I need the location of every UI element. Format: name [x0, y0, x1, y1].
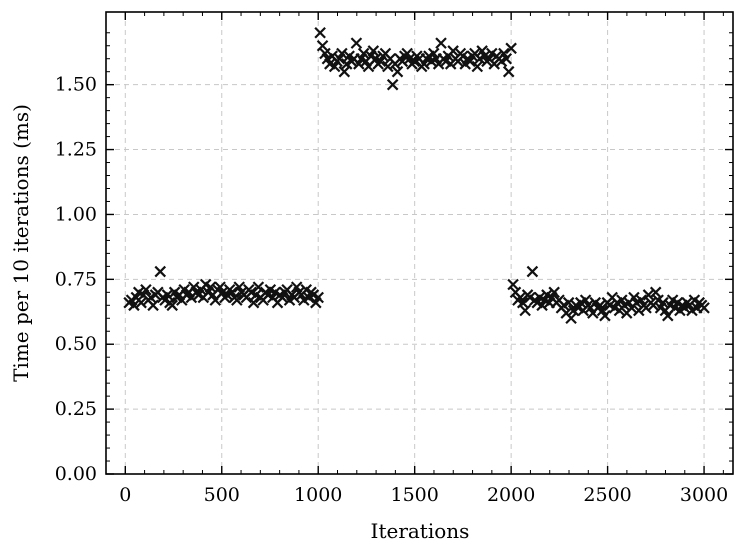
data-point [599, 309, 611, 322]
data-point [252, 281, 265, 293]
data-point [166, 299, 179, 312]
data-point [154, 265, 167, 278]
data-point [505, 42, 517, 55]
data-point [336, 47, 348, 60]
x-tick-label: 1000 [294, 484, 342, 506]
data-point [516, 296, 529, 309]
x-axis-label: Iterations [371, 519, 470, 543]
data-point [500, 52, 513, 65]
data-point [135, 296, 147, 309]
y-tick-label: 1.25 [55, 139, 97, 161]
data-point [367, 45, 380, 57]
plot-frame [105, 11, 734, 475]
data-point [204, 281, 217, 293]
data-point [128, 299, 140, 312]
data-point [382, 60, 394, 73]
data-point [642, 289, 655, 301]
y-tick-label: 0.25 [55, 398, 97, 420]
y-tick-label: 1.50 [55, 74, 97, 96]
data-point [526, 265, 539, 278]
x-tick-label: 2500 [583, 484, 631, 506]
x-tick-label: 500 [204, 484, 240, 506]
y-tick-label: 0.75 [55, 268, 97, 290]
data-point [147, 299, 159, 312]
grid-lines [106, 12, 733, 475]
y-tick-label: 1.00 [55, 203, 97, 225]
x-tick-label: 3000 [680, 484, 728, 506]
data-markers [123, 26, 710, 325]
data-point [502, 65, 515, 78]
data-point [231, 294, 243, 306]
data-point [435, 37, 447, 49]
data-point [247, 296, 260, 309]
y-tick-label: 0.50 [55, 333, 97, 355]
y-tick-label: 0.00 [55, 463, 97, 485]
data-point [562, 296, 575, 309]
data-point [507, 278, 519, 291]
data-point [698, 302, 710, 314]
data-point [519, 304, 531, 317]
data-point [350, 37, 363, 49]
data-point [314, 26, 326, 39]
x-tick-label: 2000 [487, 484, 535, 506]
y-tick-labels: 0.00 0.25 0.50 0.75 1.00 1.25 1.50 [55, 74, 97, 485]
data-point [338, 65, 351, 78]
data-point [357, 47, 370, 60]
data-point [565, 312, 577, 325]
axis-ticks [105, 12, 733, 475]
data-point [312, 291, 324, 304]
x-tick-labels: 0 500 1000 1500 2000 2500 3000 [119, 484, 728, 506]
data-point [391, 65, 404, 78]
data-point [548, 286, 560, 299]
data-point [140, 283, 152, 296]
x-tick-label: 1500 [390, 484, 438, 506]
y-axis-label: Time per 10 iterations (ms) [9, 104, 33, 382]
data-point [471, 60, 484, 73]
data-point [386, 78, 399, 91]
data-point [447, 45, 459, 57]
data-point [161, 289, 174, 301]
data-point [316, 39, 329, 52]
data-point [657, 296, 669, 309]
x-tick-label: 0 [119, 484, 131, 506]
data-point [649, 286, 662, 299]
